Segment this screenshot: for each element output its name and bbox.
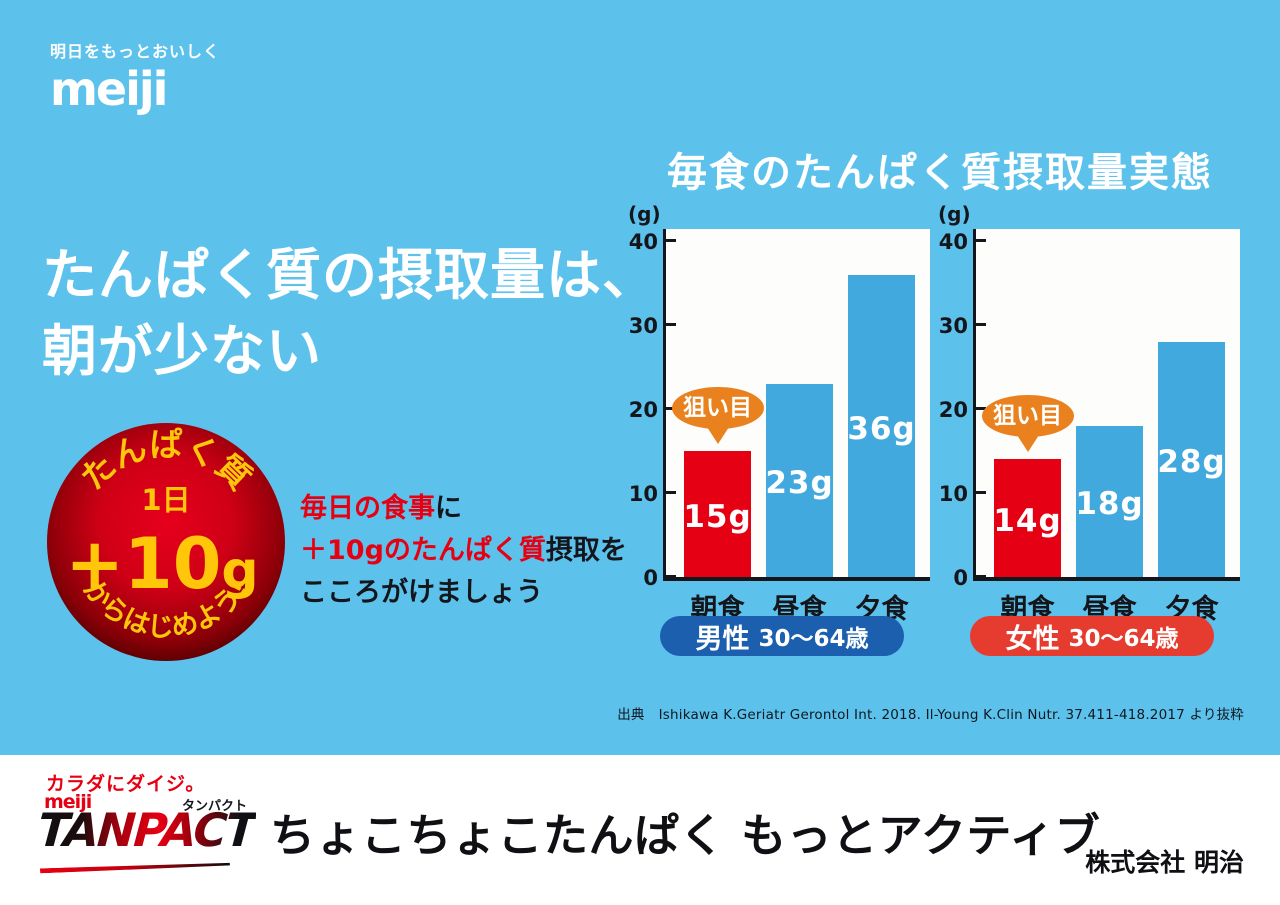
- headline: たんぱく質の摂取量は、 朝が少ない: [42, 238, 658, 390]
- meiji-logo: meiji: [50, 62, 168, 116]
- y-tick-label: 40: [628, 230, 658, 254]
- y-tick-mark: [664, 239, 676, 242]
- promo-line3: こころがけましょう: [300, 576, 543, 608]
- bar-value-label: 28g: [1157, 444, 1226, 481]
- bar: 15g: [683, 451, 751, 577]
- y-tick-mark: [664, 575, 676, 578]
- callout-bubble: 狙い目: [671, 387, 764, 429]
- bar: 14g: [993, 459, 1061, 577]
- y-tick-label: 20: [628, 398, 658, 422]
- group-age-range: 30〜64歳: [758, 626, 869, 652]
- y-tick-mark: [664, 323, 676, 326]
- group-age-range: 30〜64歳: [1068, 626, 1179, 652]
- headline-line2: 朝が少ない: [42, 318, 323, 383]
- tanpact-underline-swoosh: [40, 862, 230, 874]
- y-tick-label: 40: [938, 230, 968, 254]
- footer-slogan: カラダにダイジ。: [46, 773, 206, 795]
- source-label: 出典: [617, 707, 645, 723]
- bar-chart-female: 0 10 20 30 40 14g 朝食 18g 昼食 28g 夕食 狙い目: [939, 229, 1240, 625]
- bar-chart-male: 0 10 20 30 40 15g 朝食 23g 昼食 36g 夕食 狙い目: [629, 229, 930, 625]
- bar-value-label: 23g: [765, 465, 834, 502]
- bar-value-label: 36g: [847, 410, 916, 447]
- y-tick-label: 10: [628, 482, 658, 506]
- y-tick-mark: [974, 239, 986, 242]
- y-tick-label: 10: [938, 482, 968, 506]
- y-tick-label: 20: [938, 398, 968, 422]
- y-axis-unit-male: (g): [628, 202, 661, 226]
- badge-mid-text: 1日: [141, 483, 190, 517]
- group-badge-female: 女性 30〜64歳: [970, 616, 1214, 656]
- tanpact-kana-label: タンパクト: [182, 795, 247, 814]
- meiji-logo-block: 明日をもっとおいしく meiji: [50, 38, 220, 115]
- promo-line1: 毎日の食事に: [300, 493, 462, 524]
- brand-tagline: 明日をもっとおいしく: [50, 42, 221, 61]
- footer-message: ちょこちょこたんぱく もっとアクティブ: [270, 809, 1101, 862]
- y-tick-mark: [974, 491, 986, 494]
- bar-value-label: 15g: [683, 498, 752, 535]
- tanpact-logo: TANPACT: [36, 803, 257, 857]
- badge-circle: [47, 423, 285, 661]
- promo-line2: ＋10gのたんぱく質摂取を: [300, 534, 627, 566]
- y-tick-label: 30: [938, 314, 968, 338]
- y-tick-mark: [974, 407, 986, 410]
- promo-copy: 毎日の食事に ＋10gのたんぱく質摂取を こころがけましょう: [300, 488, 627, 614]
- company-name: 株式会社 明治: [1085, 848, 1244, 877]
- bar-value-label: 18g: [1075, 486, 1144, 523]
- bar-value-label: 14g: [993, 503, 1062, 540]
- badge-big-text: +10g: [65, 523, 258, 605]
- bar: 28g: [1157, 341, 1225, 577]
- footer-meiji-logo: meiji: [44, 791, 92, 813]
- group-label: 女性: [1005, 623, 1060, 655]
- y-tick-mark: [664, 407, 676, 410]
- y-tick-label: 0: [953, 566, 968, 590]
- headline-line1: たんぱく質の摂取量は、: [42, 243, 659, 307]
- bar: 36g: [847, 274, 915, 577]
- bar: 18g: [1075, 425, 1143, 577]
- group-label: 男性: [695, 623, 750, 655]
- bar: 23g: [765, 383, 833, 577]
- footer-bar: カラダにダイジ。 meiji タンパクト TANPACT ちょこちょこたんぱく …: [0, 755, 1280, 905]
- y-axis-unit-female: (g): [938, 202, 971, 226]
- y-tick-mark: [664, 491, 676, 494]
- y-tick-label: 30: [628, 314, 658, 338]
- y-tick-mark: [974, 323, 986, 326]
- group-badge-male: 男性 30〜64歳: [660, 616, 904, 656]
- y-tick-mark: [974, 575, 986, 578]
- callout-bubble: 狙い目: [981, 395, 1074, 438]
- source-citation: 出典 Ishikawa K.Geriatr Gerontol Int. 2018.…: [617, 703, 1244, 723]
- chart-section-title: 毎食のたんぱく質摂取量実態: [667, 150, 1213, 196]
- source-text: Ishikawa K.Geriatr Gerontol Int. 2018. I…: [658, 707, 1244, 723]
- y-tick-label: 0: [643, 566, 658, 590]
- protein-plus10g-badge: たんぱく質 1日 +10g からはじめよう!: [47, 423, 285, 661]
